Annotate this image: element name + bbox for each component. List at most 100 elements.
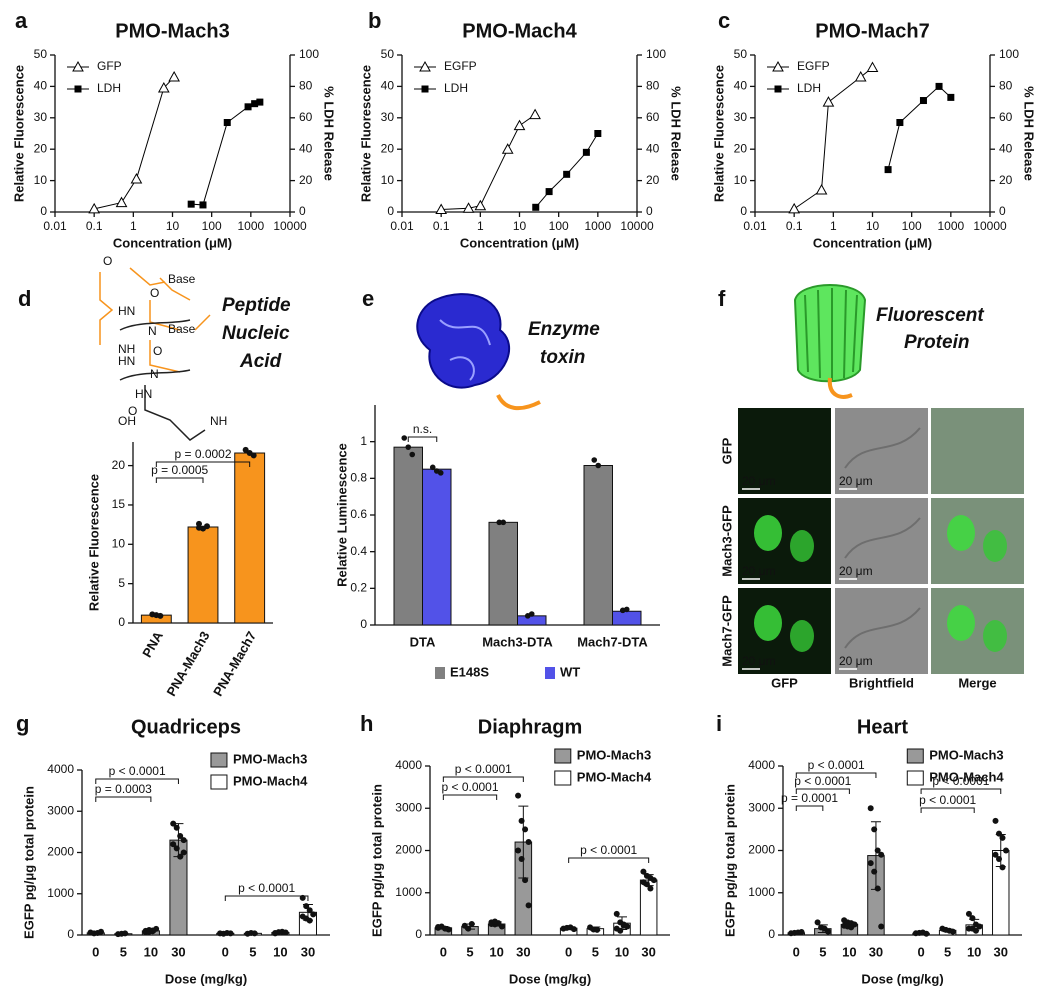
x-tick-label: 10 <box>866 219 880 233</box>
legend-label: PMO-Mach3 <box>233 751 307 766</box>
data-point <box>965 910 972 917</box>
y-tick-label: 50 <box>381 47 395 61</box>
illustration-label: Acid <box>239 351 282 372</box>
x-tick-label: 0.1 <box>433 219 450 233</box>
x-tick-label: PNA-Mach7 <box>210 629 259 699</box>
data-point <box>170 820 177 827</box>
axis-label: Concentration (μM) <box>460 235 579 250</box>
y-tick-label: 20 <box>34 141 48 155</box>
data-point <box>515 847 522 854</box>
significance-bracket <box>224 895 309 901</box>
data-point <box>522 877 529 884</box>
y-tick-label: 0.6 <box>350 507 367 521</box>
data-point <box>498 923 505 930</box>
data-point <box>650 877 657 884</box>
y-tick-label: 0.2 <box>350 581 367 595</box>
data-point <box>647 885 654 892</box>
structure-label: O <box>153 344 162 358</box>
panel-letter: i <box>716 711 722 736</box>
data-point <box>613 910 620 917</box>
legend-swatch <box>210 752 228 768</box>
annotation: p = 0.0005 <box>151 463 208 477</box>
pna-backbone <box>99 267 211 373</box>
legend-label: EGFP <box>444 59 477 73</box>
marker <box>822 96 835 107</box>
micrograph <box>738 498 831 584</box>
marker <box>474 199 487 211</box>
marker <box>187 200 195 208</box>
x-tick-label: 1 <box>830 219 837 233</box>
data-point <box>157 612 164 619</box>
data-point <box>878 851 885 858</box>
marker <box>594 130 602 137</box>
x-tick-label: 1000 <box>937 219 964 233</box>
y-tick-label: 15 <box>112 497 126 511</box>
marker <box>935 82 943 90</box>
legend-swatch <box>554 748 572 764</box>
micrograph <box>835 588 928 674</box>
y-tick-label: 30 <box>381 110 395 124</box>
legend-label: E148S <box>450 664 489 679</box>
data-point <box>303 903 310 910</box>
x-tick-label: 5 <box>249 944 256 959</box>
data-point <box>1003 847 1010 854</box>
y-tick-label: 0 <box>646 204 653 218</box>
annotation: p < 0.0001 <box>808 758 865 772</box>
x-tick-label: 1 <box>477 219 484 233</box>
y-tick-label: 20 <box>112 458 126 472</box>
data-point <box>437 470 444 476</box>
data-point <box>972 927 979 934</box>
axis-label: Concentration (μM) <box>813 235 932 250</box>
y-tick-label: 10 <box>34 173 48 187</box>
x-tick-label: 10000 <box>973 219 1007 233</box>
scale-bar-label: 20 μm <box>839 474 873 488</box>
structure-label: N <box>148 324 157 338</box>
y-tick-label: 20 <box>381 141 395 155</box>
y-tick-label: 0 <box>740 204 747 218</box>
y-tick-label: 50 <box>34 47 48 61</box>
significance-bracket <box>155 477 204 483</box>
significance-bracket <box>920 788 1002 794</box>
scale-bar-label: 20 μm <box>742 564 776 578</box>
panel-letter: f <box>718 286 726 311</box>
data-point <box>643 881 650 888</box>
micrograph <box>835 408 928 494</box>
annotation: p < 0.0001 <box>455 762 512 776</box>
y-tick-label: 40 <box>299 141 313 155</box>
legend-label: PMO-Mach4 <box>577 769 652 784</box>
y-tick-label: 20 <box>999 173 1013 187</box>
nucleus <box>790 530 814 562</box>
y-tick-label: 30 <box>34 110 48 124</box>
y-tick-label: 40 <box>999 141 1013 155</box>
y-tick-label: 5 <box>118 576 125 590</box>
peptide-tail <box>827 377 853 399</box>
marker <box>884 166 892 174</box>
panel-letter: d <box>18 286 31 311</box>
axis-label: EGFP pg/μg total protein <box>369 784 384 937</box>
data-point <box>620 922 627 929</box>
data-point <box>992 817 999 824</box>
significance-bracket <box>568 857 650 863</box>
x-tick-label: 10000 <box>620 219 654 233</box>
bar <box>187 526 219 624</box>
y-tick-label: 10 <box>112 536 126 550</box>
y-tick-label: 100 <box>299 47 319 61</box>
x-tick-label: 10 <box>273 944 287 959</box>
axis-label: % LDH Release <box>322 86 337 181</box>
y-tick-label: 0 <box>40 204 47 218</box>
series-line <box>887 85 952 170</box>
protein-detail <box>439 319 491 381</box>
micrograph <box>931 408 1024 494</box>
data-point <box>496 519 503 526</box>
legend-label: LDH <box>97 81 121 95</box>
structure-label: O <box>103 254 112 268</box>
y-tick-label: 40 <box>34 79 48 93</box>
data-point <box>522 826 529 833</box>
cell-outline <box>844 607 921 649</box>
y-tick-label: 3000 <box>748 800 775 814</box>
x-tick-label: 10 <box>166 219 180 233</box>
data-point <box>149 927 156 934</box>
illustration-label: Protein <box>904 332 969 353</box>
data-point <box>227 930 234 937</box>
y-tick-label: 3000 <box>395 800 422 814</box>
